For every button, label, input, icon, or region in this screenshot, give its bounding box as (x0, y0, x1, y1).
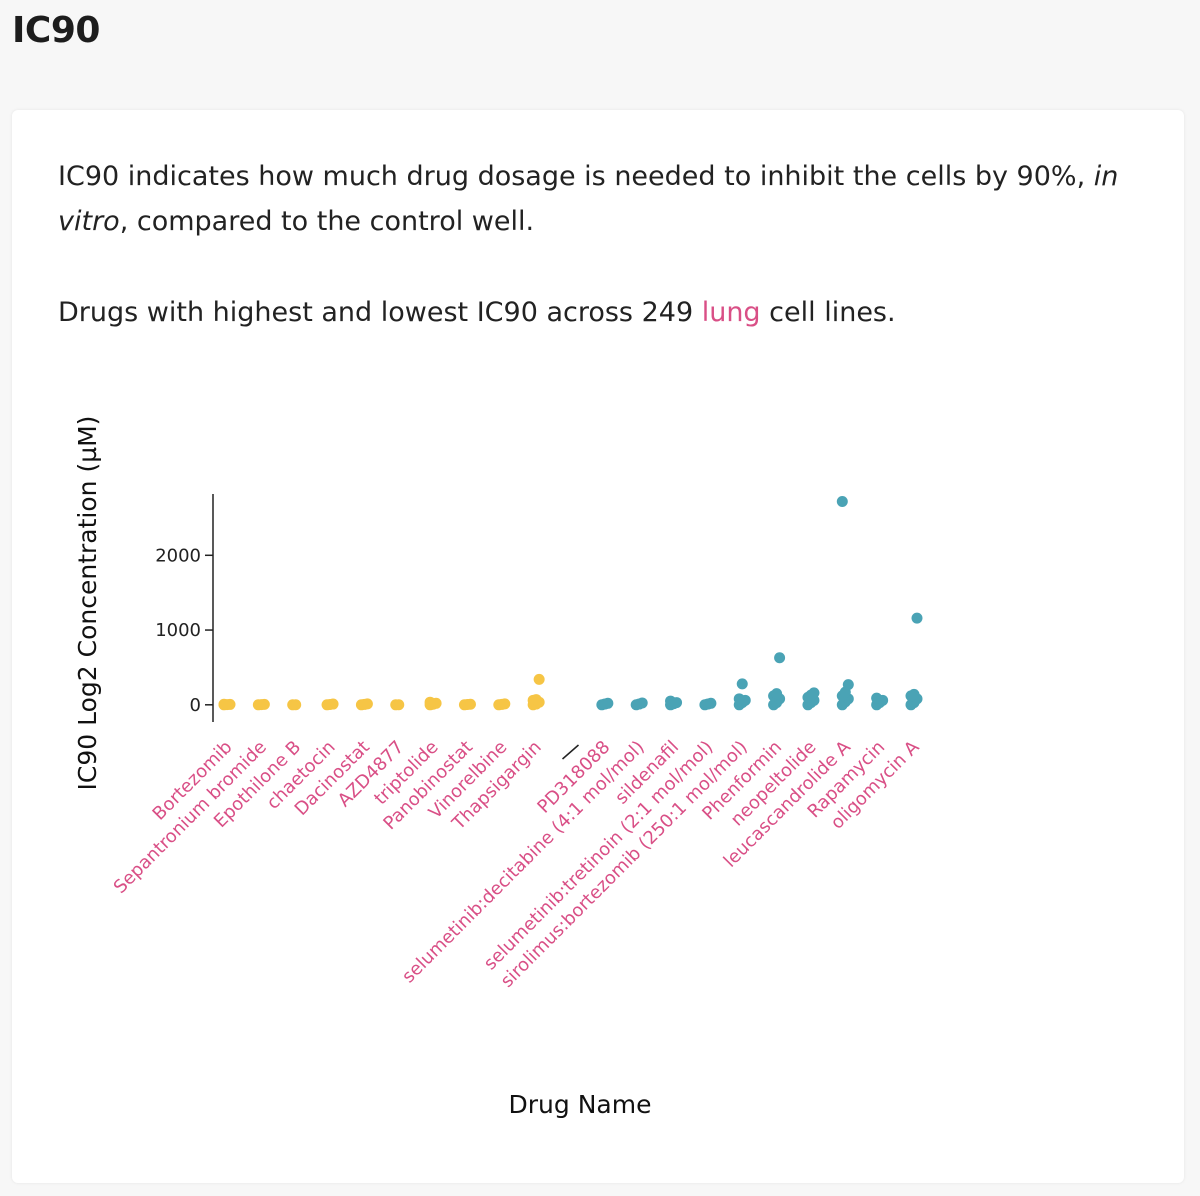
data-point (464, 698, 476, 710)
data-point (636, 697, 648, 709)
data-point (530, 694, 542, 706)
ic90-card: IC90 indicates how much drug dosage is n… (12, 110, 1184, 1183)
data-point (290, 699, 302, 711)
data-point (327, 698, 339, 710)
data-point (871, 692, 883, 704)
description-text-1: IC90 indicates how much drug dosage is n… (58, 161, 1094, 192)
data-point (361, 698, 373, 710)
x-tick-label[interactable]: Sepantronium bromide (110, 737, 271, 898)
y-axis-title: IC90 Log2 Concentration (µM) (73, 416, 102, 791)
ic90-description: IC90 indicates how much drug dosage is n… (58, 154, 1138, 244)
data-point (533, 673, 545, 685)
data-point (911, 612, 923, 624)
data-point (424, 696, 436, 708)
tissue-link[interactable]: lung (701, 297, 761, 328)
data-point (842, 679, 854, 691)
y-tick-label: 2000 (155, 545, 201, 566)
description-text-2: , compared to the control well. (119, 206, 535, 237)
summary-text-2: cell lines. (760, 297, 896, 328)
x-tick-label (562, 744, 579, 760)
x-axis-title: Drug Name (509, 1090, 652, 1119)
data-point (602, 697, 614, 709)
data-point (774, 652, 786, 664)
data-point (499, 698, 511, 710)
data-point (908, 688, 920, 700)
data-point (736, 678, 748, 690)
page-title: IC90 (12, 10, 100, 51)
y-tick-label: 1000 (155, 620, 201, 641)
data-point (258, 698, 270, 710)
ic90-summary: Drugs with highest and lowest IC90 acros… (58, 290, 1138, 335)
data-point (771, 688, 783, 700)
data-point (733, 693, 745, 705)
data-point (836, 495, 848, 507)
data-point (218, 698, 230, 710)
summary-text-1: Drugs with highest and lowest IC90 acros… (58, 297, 702, 328)
description-italic: in vitro (58, 161, 1119, 237)
y-tick-label: 0 (190, 695, 201, 716)
data-point (665, 695, 677, 707)
data-point (393, 699, 405, 711)
data-point (808, 687, 820, 699)
data-point (705, 697, 717, 709)
